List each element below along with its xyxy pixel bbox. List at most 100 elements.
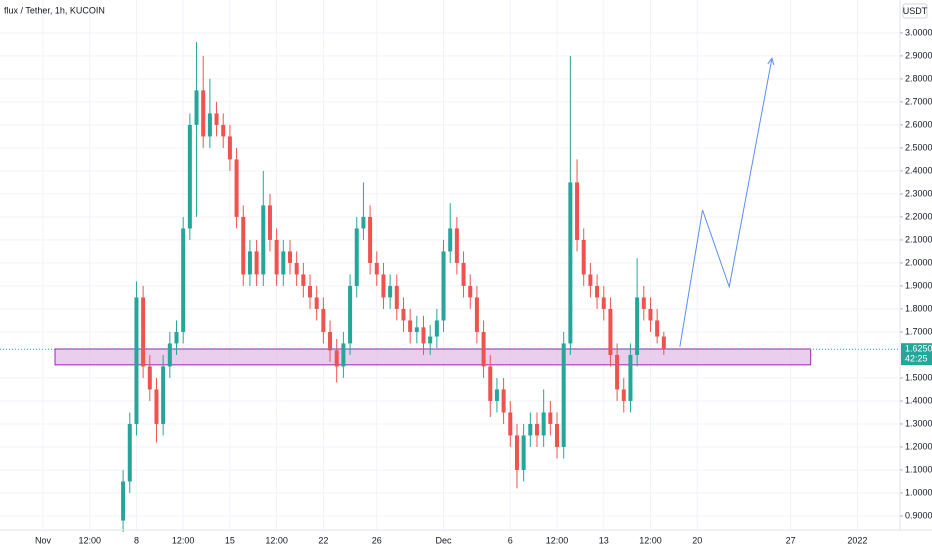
candle-body [468, 285, 473, 298]
candle-body [534, 423, 539, 436]
y-tick-label: 1.7000 [905, 326, 932, 336]
candle-body [635, 297, 640, 355]
x-tick-label: 12:00 [265, 535, 288, 545]
y-tick-label: 3.0000 [905, 27, 932, 37]
candle-body [234, 159, 239, 217]
candle-body [368, 216, 373, 263]
candle-body [294, 262, 299, 275]
y-tick-label: 2.0000 [905, 257, 932, 267]
candle-body [555, 423, 560, 447]
candle-body [328, 331, 333, 351]
candle-body [281, 251, 286, 275]
y-tick-label: 2.8000 [905, 73, 932, 83]
candle-body [575, 182, 580, 240]
candle-body [267, 205, 272, 240]
plot [0, 42, 900, 533]
candle-body [401, 308, 406, 321]
candle-body [628, 354, 633, 401]
candle-body [581, 239, 586, 275]
candle-body [494, 389, 499, 401]
candle-body [194, 90, 199, 125]
candle-body [221, 124, 226, 137]
candle-body [361, 216, 366, 229]
last-price-box [901, 343, 932, 366]
candle-body [474, 297, 479, 332]
y-tick-label: 2.6000 [905, 119, 932, 129]
chart-title: flux / Tether, 1h, KUCOIN [4, 5, 105, 15]
candle-body [428, 336, 433, 344]
countdown: 42:25 [905, 354, 928, 364]
y-tick-label: 2.9000 [905, 50, 932, 60]
projection-arrowhead [767, 57, 775, 66]
candle-body [641, 297, 646, 309]
candle-body [621, 389, 626, 401]
candle-body [608, 308, 613, 355]
y-tick-label: 2.4000 [905, 165, 932, 175]
candle-body [601, 297, 606, 309]
candle-body [141, 297, 146, 367]
y-tick-label: 1.2000 [905, 441, 932, 451]
candle-body [354, 228, 359, 286]
candle-body [434, 320, 439, 337]
candle-body [261, 205, 266, 275]
candle-body [528, 423, 533, 436]
candle-body [548, 412, 553, 424]
x-tick-label: 12:00 [546, 535, 569, 545]
candle-body [508, 412, 513, 436]
candle-body [568, 182, 573, 344]
y-tick-label: 1.0000 [905, 487, 932, 497]
candle-body [134, 297, 139, 424]
candle-body [287, 251, 292, 263]
y-tick-label: 2.2000 [905, 211, 932, 221]
y-tick-label: 1.9000 [905, 280, 932, 290]
candle-body [214, 113, 219, 125]
candle-body [461, 262, 466, 286]
x-tick-label: 12:00 [172, 535, 195, 545]
candle-body [167, 343, 172, 367]
candle-body [595, 285, 600, 298]
x-tick-label: 15 [225, 535, 235, 545]
last-price-label: 1.6250 [905, 344, 932, 354]
x-tick-label: Dec [436, 535, 453, 545]
axes: 0.9000 1.0000 1.1000 1.2000 1.3000 1.4000 1.50… [35, 27, 932, 545]
candle-body [454, 228, 459, 263]
x-tick-label: 8 [134, 535, 139, 545]
x-tick-label: 12:00 [639, 535, 662, 545]
candle-body [655, 320, 660, 337]
y-tick-label: 1.1000 [905, 464, 932, 474]
x-tick-label: 2022 [847, 535, 867, 545]
x-tick-label: 13 [599, 535, 609, 545]
x-tick-label: Nov [35, 535, 52, 545]
currency-box[interactable] [902, 3, 928, 19]
projection-path [679, 58, 773, 347]
candle-body [201, 90, 206, 137]
x-tick-label: 6 [508, 535, 513, 545]
y-tick-label: 2.1000 [905, 234, 932, 244]
candle-body [161, 366, 166, 424]
candle-body [254, 251, 259, 275]
y-tick-label: 1.3000 [905, 418, 932, 428]
candle-body [374, 262, 379, 275]
currency[interactable]: USDT [903, 6, 928, 16]
x-tick-label: 22 [318, 535, 328, 545]
candle-body [588, 274, 593, 286]
candle-body [154, 389, 159, 424]
candle-body [227, 136, 232, 160]
candle-body [421, 327, 426, 344]
y-tick-label: 0.9000 [905, 510, 932, 520]
candle-body [541, 412, 546, 436]
candle-body [308, 285, 313, 298]
candle-body [521, 435, 526, 470]
candle-body [301, 274, 306, 286]
candle-body [241, 216, 246, 275]
x-tick-label: 20 [692, 535, 702, 545]
y-tick-label: 2.7000 [905, 96, 932, 106]
candle-body [334, 350, 339, 367]
candle-body [174, 331, 179, 344]
candle-body [181, 228, 186, 332]
candle-body [127, 423, 132, 482]
x-tick-label: 26 [372, 535, 382, 545]
candle-body [394, 285, 399, 309]
